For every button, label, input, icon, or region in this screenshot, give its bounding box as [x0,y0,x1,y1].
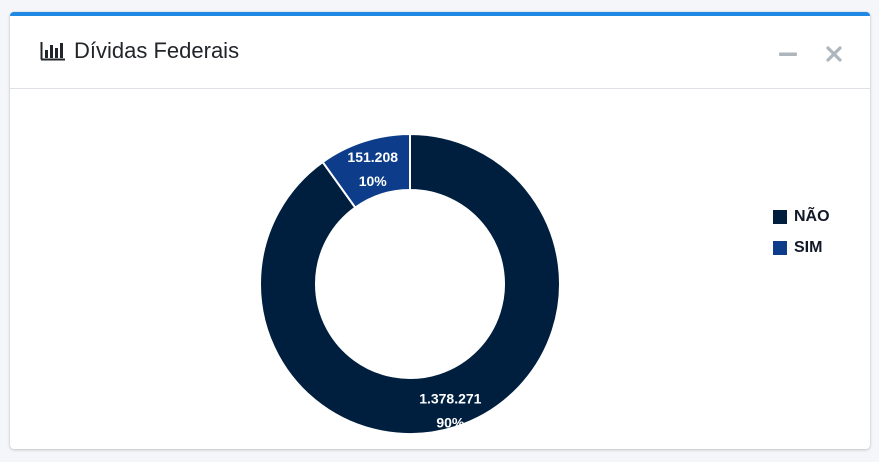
slice-percent-label: 90% [436,415,465,431]
slice-value-label: 151.208 [347,149,398,165]
minus-icon [779,52,797,56]
legend-label: SIM [794,239,823,256]
card-title-group: Dívidas Federais [40,38,239,64]
slice-0[interactable] [259,132,561,435]
legend-item[interactable]: SIM [773,237,830,259]
legend-item[interactable]: NÃO [773,206,830,228]
card-header: Dívidas Federais [10,16,870,89]
legend-label: NÃO [794,208,830,225]
dividas-federais-card: Dívidas Federais 1.378.271 90% 151.208 10% … [10,12,870,449]
slice-percent-label: 10% [359,173,388,189]
doughnut-chart: 1.378.271 90% 151.208 10% [259,132,561,435]
legend-swatch [773,241,787,255]
slice-value-label: 1.378.271 [419,391,481,407]
slice-1[interactable] [321,132,411,209]
legend-swatch [773,210,787,224]
close-button[interactable] [824,44,844,64]
close-icon [826,46,842,62]
chart-legend: NÃO SIM [773,206,830,268]
chart-area: 1.378.271 90% 151.208 10% NÃO SIM [10,89,870,449]
minimize-button[interactable] [778,44,798,64]
bar-chart-icon [40,42,65,61]
card-title: Dívidas Federais [74,38,240,63]
